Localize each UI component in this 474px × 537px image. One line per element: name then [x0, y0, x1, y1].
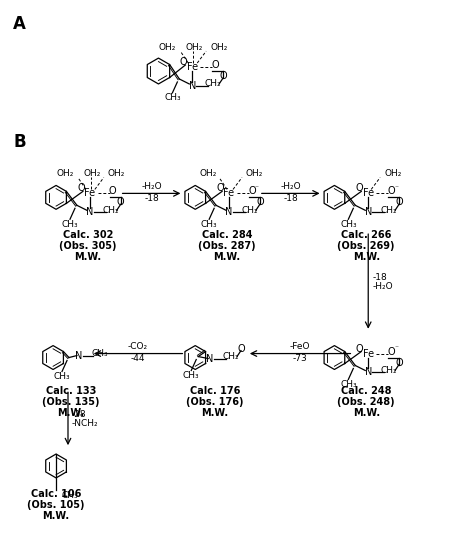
Text: (Obs. 176): (Obs. 176) [186, 397, 244, 407]
Text: M.W.: M.W. [57, 408, 84, 418]
Text: (Obs. 248): (Obs. 248) [337, 397, 395, 407]
Text: O: O [395, 358, 403, 367]
Text: CH₂: CH₂ [381, 366, 397, 375]
Text: O: O [109, 186, 117, 197]
Text: Calc. 176: Calc. 176 [190, 386, 240, 396]
Text: O: O [356, 344, 363, 353]
Text: Calc. 284: Calc. 284 [202, 230, 252, 240]
Text: -18: -18 [283, 194, 298, 203]
Text: -28: -28 [72, 410, 87, 419]
Text: M.W.: M.W. [74, 252, 101, 262]
Text: -CO₂: -CO₂ [128, 342, 148, 351]
Text: O: O [180, 57, 187, 67]
Text: CH₂: CH₂ [102, 206, 119, 215]
Text: -44: -44 [131, 354, 146, 363]
Text: O: O [387, 186, 395, 197]
Text: N: N [225, 207, 233, 217]
Text: M.W.: M.W. [213, 252, 241, 262]
Text: CH₃: CH₃ [340, 220, 356, 229]
Text: M.W.: M.W. [43, 511, 70, 521]
Text: O: O [219, 71, 227, 81]
Text: -H₂O: -H₂O [372, 282, 393, 291]
Text: O: O [237, 344, 245, 353]
Text: CH₂: CH₂ [223, 352, 239, 361]
Text: CH₃: CH₃ [183, 371, 200, 380]
Text: (Obs. 305): (Obs. 305) [59, 241, 117, 251]
Text: O: O [77, 184, 85, 193]
Text: Calc. 266: Calc. 266 [341, 230, 392, 240]
Text: O: O [211, 60, 219, 70]
Text: N: N [207, 353, 214, 364]
Text: ⁻: ⁻ [255, 183, 259, 192]
Text: CH₂: CH₂ [381, 206, 397, 215]
Text: Fe: Fe [84, 188, 95, 198]
Text: B: B [13, 133, 26, 151]
Text: -H₂O: -H₂O [141, 182, 162, 191]
Text: (Obs. 135): (Obs. 135) [42, 397, 100, 407]
Text: M.W.: M.W. [201, 408, 228, 418]
Text: Calc. 248: Calc. 248 [341, 386, 392, 396]
Text: O: O [387, 346, 395, 357]
Text: Calc. 133: Calc. 133 [46, 386, 96, 396]
Text: CH₃: CH₃ [91, 349, 108, 358]
Text: -NCH₂: -NCH₂ [72, 419, 99, 428]
Text: -73: -73 [293, 354, 308, 363]
Text: (Obs. 287): (Obs. 287) [198, 241, 256, 251]
Text: N: N [365, 207, 372, 217]
Text: A: A [13, 16, 26, 33]
Text: -18: -18 [372, 273, 387, 282]
Text: OH₂: OH₂ [56, 169, 74, 178]
Text: ⁻: ⁻ [394, 183, 398, 192]
Text: (Obs. 269): (Obs. 269) [337, 241, 395, 251]
Text: OH₂: OH₂ [83, 169, 100, 178]
Text: -18: -18 [144, 194, 159, 203]
Text: ⁻: ⁻ [394, 343, 398, 352]
Text: OH₂: OH₂ [210, 42, 228, 52]
Text: -FeO: -FeO [290, 342, 310, 351]
Text: O: O [117, 197, 125, 207]
Text: CH₃: CH₃ [54, 372, 70, 381]
Text: CH₃: CH₃ [164, 93, 181, 103]
Text: OH₂: OH₂ [185, 42, 203, 52]
Text: -H₂O: -H₂O [281, 182, 301, 191]
Text: Fe: Fe [363, 349, 374, 359]
Text: CH₃: CH₃ [61, 491, 78, 500]
Text: OH₂: OH₂ [246, 169, 264, 178]
Text: O: O [256, 197, 264, 207]
Text: OH₂: OH₂ [159, 42, 176, 52]
Text: O: O [248, 186, 256, 197]
Text: CH₂: CH₂ [242, 206, 258, 215]
Text: N: N [189, 81, 196, 91]
Text: CH₂: CH₂ [205, 79, 221, 89]
Text: Fe: Fe [187, 62, 198, 72]
Text: N: N [75, 351, 82, 360]
Text: M.W.: M.W. [353, 408, 380, 418]
Text: OH₂: OH₂ [108, 169, 125, 178]
Text: O: O [395, 197, 403, 207]
Text: N: N [86, 207, 93, 217]
Text: N: N [365, 367, 372, 378]
Text: OH₂: OH₂ [384, 169, 401, 178]
Text: M.W.: M.W. [353, 252, 380, 262]
Text: Calc. 106: Calc. 106 [31, 489, 81, 499]
Text: CH₃: CH₃ [62, 220, 78, 229]
Text: (Obs. 105): (Obs. 105) [27, 500, 85, 510]
Text: Fe: Fe [223, 188, 235, 198]
Text: CH₃: CH₃ [201, 220, 218, 229]
Text: O: O [216, 184, 224, 193]
Text: Fe: Fe [363, 188, 374, 198]
Text: OH₂: OH₂ [200, 169, 217, 178]
Text: O: O [356, 184, 363, 193]
Text: Calc. 302: Calc. 302 [63, 230, 113, 240]
Text: CH₃: CH₃ [340, 380, 356, 389]
